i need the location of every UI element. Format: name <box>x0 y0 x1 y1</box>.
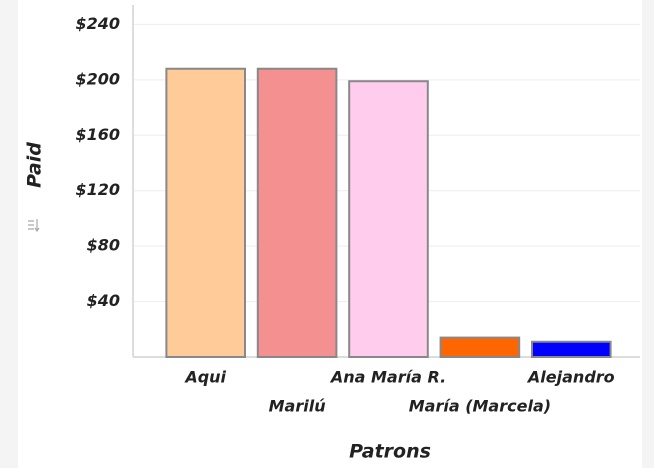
sort-icon[interactable] <box>28 219 40 233</box>
x-tick-label: Aqui <box>183 368 226 387</box>
bar <box>439 336 521 358</box>
y-tick-label: $240 <box>75 14 120 33</box>
y-tick-label: $40 <box>87 291 120 310</box>
y-tick-label: $80 <box>87 236 120 255</box>
x-axis-title: Patrons <box>349 441 431 463</box>
bar <box>165 67 247 359</box>
x-tick-label: Ana María R. <box>329 368 446 387</box>
y-tick-label: $160 <box>75 125 120 144</box>
x-tick-label: María (Marcela) <box>409 397 551 416</box>
bar <box>530 340 612 359</box>
x-tick-label: Marilú <box>269 397 326 416</box>
y-tick-label: $120 <box>75 180 120 199</box>
y-tick-label: $200 <box>75 69 120 88</box>
x-tick-label: Alejandro <box>526 368 615 387</box>
bar <box>348 80 429 359</box>
bar <box>256 67 338 359</box>
y-axis-title: Paid <box>24 142 46 188</box>
